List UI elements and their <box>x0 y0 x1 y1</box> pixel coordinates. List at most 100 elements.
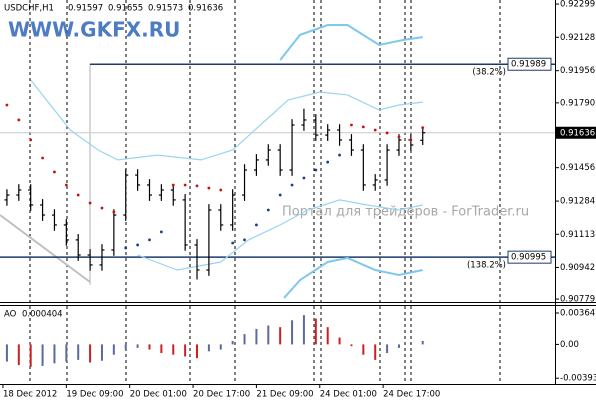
level-box <box>507 57 552 71</box>
x-tick-label: 19 Dec 09:00 <box>66 390 123 400</box>
sar-dot <box>195 184 199 188</box>
y-tick-label: 0.90779 <box>560 295 595 305</box>
ao-bar <box>207 344 210 352</box>
ao-bar <box>374 344 377 360</box>
ao-bar <box>302 315 305 345</box>
close-value: 0.91636 <box>188 4 223 14</box>
high-value: 0.91655 <box>108 4 143 14</box>
ao-bar <box>172 344 175 355</box>
sar-dot <box>64 183 68 187</box>
sar-dot <box>148 238 151 242</box>
band <box>279 24 423 61</box>
current-price: 0.91636 <box>560 128 595 138</box>
sar-dot <box>385 131 389 135</box>
band <box>283 256 423 299</box>
sar-dot <box>183 183 187 187</box>
level-label: (38.2%) <box>472 68 506 78</box>
sar-dot <box>278 193 282 197</box>
sar-dot <box>373 128 377 132</box>
sar-dot <box>302 176 306 180</box>
sar-dot <box>421 126 425 130</box>
y-tick-label: 0.003647 <box>560 308 596 318</box>
ao-bar <box>65 344 68 362</box>
ao-bar <box>279 327 282 345</box>
ao-name: AO <box>4 310 17 320</box>
y-tick-label: -0.00393 <box>560 374 596 384</box>
header: USDCHF,H1 0.91597 0.91655 0.91573 0.9163… <box>4 4 223 14</box>
sar-dot <box>136 243 140 247</box>
sar-dot <box>409 138 413 142</box>
band <box>137 199 423 271</box>
ao-bar <box>386 344 389 354</box>
open-value: 0.91597 <box>68 4 103 14</box>
ao-bar <box>255 328 258 345</box>
ao-bar <box>148 344 151 350</box>
ao-bar <box>53 344 56 364</box>
ao-bar <box>196 344 199 359</box>
sar-dot <box>76 193 80 197</box>
x-tick-label: 20 Dec 17:00 <box>193 390 250 400</box>
level-label: (138.2%) <box>467 261 506 271</box>
sar-dot <box>243 238 246 242</box>
ao-bar <box>17 344 20 366</box>
sar-dot <box>100 206 104 210</box>
sar-dot <box>361 125 365 129</box>
y-tick-label: 0.90942 <box>560 263 595 273</box>
sar-dot <box>219 188 223 192</box>
sar-dot <box>29 138 33 142</box>
sar-dot <box>255 223 258 227</box>
sar-dot <box>171 183 175 187</box>
sar-dot <box>17 118 21 122</box>
sar-dot <box>231 241 235 245</box>
sar-dot <box>290 183 294 187</box>
symbol: USDCHF,H1 <box>4 4 54 14</box>
ao-bar <box>326 327 329 345</box>
ao-value: 0.000404 <box>22 310 63 320</box>
sar-dot <box>314 168 318 172</box>
ao-bar <box>231 340 234 345</box>
low-value: 0.91573 <box>148 4 183 14</box>
ao-bar <box>362 344 365 355</box>
period-separators <box>29 0 501 384</box>
ao-bar <box>41 344 44 366</box>
ao-bar <box>338 337 341 345</box>
sar-dot <box>397 135 401 139</box>
sar-dot <box>266 208 270 212</box>
ao-bar <box>100 344 103 361</box>
ao-bar <box>397 344 400 348</box>
sar-dot <box>41 156 44 160</box>
y-tick-label: 0.00 <box>560 340 579 350</box>
watermark-text: Портал для трейдеров - ForTrader.ru <box>282 205 529 220</box>
ao-bar <box>219 344 222 350</box>
ao-bar <box>350 344 353 347</box>
x-tick-label: 20 Dec 01:00 <box>130 390 187 400</box>
sar-dot <box>207 186 211 190</box>
sar-dot <box>350 123 353 127</box>
ao-bar <box>29 344 32 367</box>
y-tick-label: 0.91456 <box>560 163 595 173</box>
ao-bar <box>409 342 412 345</box>
sar-dot <box>5 103 9 107</box>
x-tick-label: 21 Dec 09:00 <box>256 390 313 400</box>
fibo-trend <box>0 214 91 283</box>
level-value: 0.90995 <box>511 253 546 263</box>
level-value: 0.91989 <box>511 60 546 70</box>
y-tick-label: 0.91790 <box>560 98 595 108</box>
y-tick-label: 0.92128 <box>560 33 595 43</box>
ao-bar <box>267 325 270 345</box>
sar-dot <box>338 153 341 157</box>
ao-bar <box>77 344 80 360</box>
x-tick-label: 18 Dec 2012 <box>3 390 57 400</box>
ao-bar <box>314 318 317 345</box>
sar-dot <box>159 230 163 234</box>
ao-bar <box>112 344 115 355</box>
y-tick-label: 0.91284 <box>560 197 595 207</box>
ao-bar <box>184 344 187 357</box>
sar-dot <box>53 170 56 174</box>
ao-bar <box>243 334 246 345</box>
band <box>30 79 423 161</box>
sar-dot <box>88 201 92 205</box>
